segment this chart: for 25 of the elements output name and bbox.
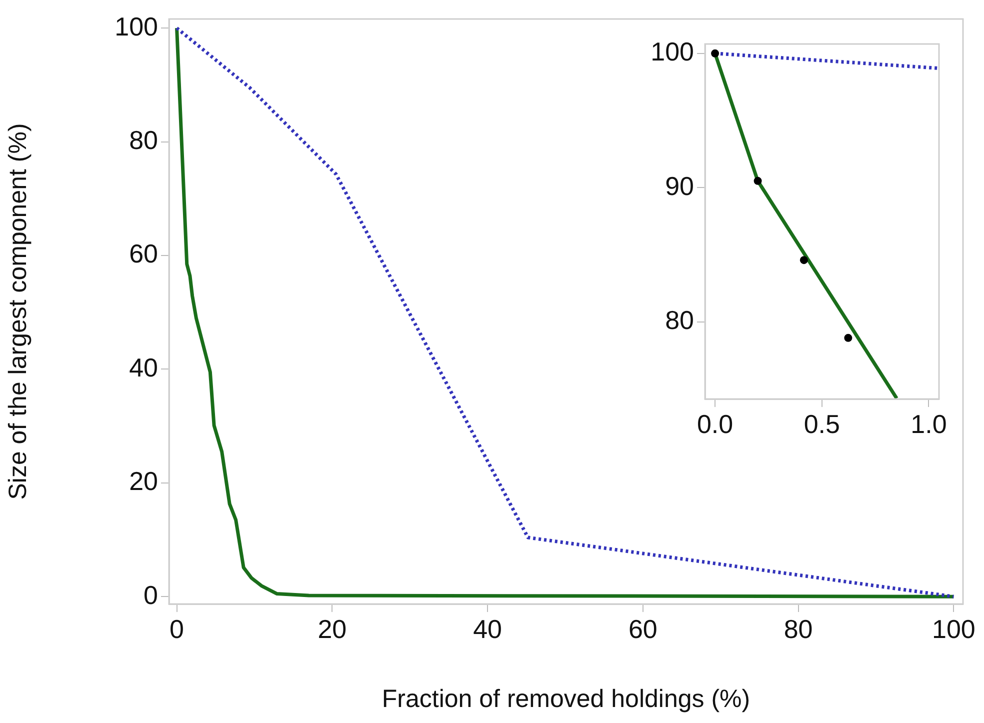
- x-tick-label: 0.5: [804, 408, 840, 439]
- x-tick-label: 60: [628, 614, 658, 644]
- x-tick-label: 0: [170, 614, 184, 644]
- point: [800, 256, 808, 264]
- line-series: [175, 26, 956, 598]
- y-tick-label: 90: [665, 170, 694, 201]
- y-tick-label: 100: [650, 36, 694, 67]
- y-tick-label: 60: [129, 238, 158, 269]
- y-tick-label: 100: [114, 11, 158, 42]
- y-tick-label: 80: [129, 124, 158, 155]
- point: [754, 176, 762, 185]
- y-tick-label: 20: [129, 466, 158, 496]
- y-tick-label: 0: [144, 580, 158, 610]
- x-tick-label: 80: [784, 614, 813, 644]
- x-tick-label: 0.0: [696, 408, 734, 439]
- x-axis-title: Fraction of removed holdings (%): [382, 684, 750, 713]
- x-tick-label: 40: [473, 614, 502, 644]
- x-tick-label: 1.0: [910, 408, 947, 439]
- y-axis-title: Size of the largest component (%): [4, 123, 32, 500]
- x-tick-label: 20: [318, 614, 347, 644]
- point: [844, 334, 852, 342]
- x-tick-label: 100: [932, 614, 976, 644]
- y-tick-label: 40: [129, 352, 158, 382]
- point: [711, 49, 720, 58]
- y-tick-label: 80: [665, 305, 694, 335]
